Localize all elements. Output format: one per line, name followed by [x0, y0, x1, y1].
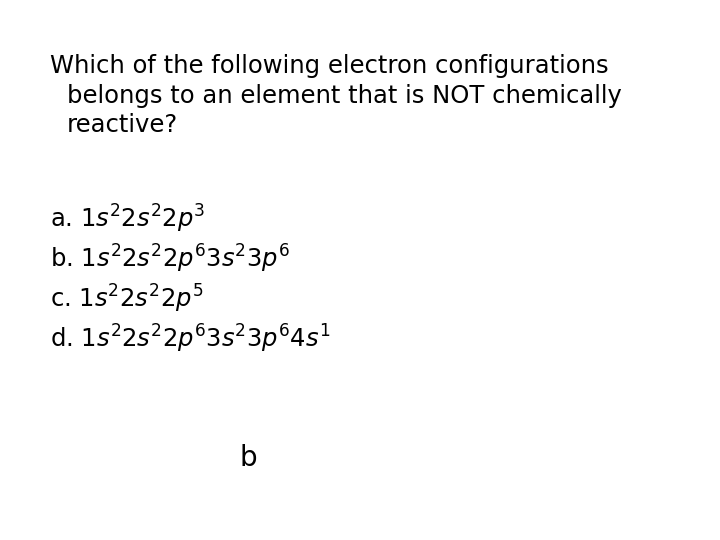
Text: a. $1s^{2}2s^{2}2p^{3}$: a. $1s^{2}2s^{2}2p^{3}$	[50, 203, 205, 235]
Text: reactive?: reactive?	[67, 113, 179, 137]
Text: b: b	[240, 444, 258, 472]
Text: c. $1s^{2}2s^{2}2p^{5}$: c. $1s^{2}2s^{2}2p^{5}$	[50, 283, 203, 315]
Text: Which of the following electron configurations: Which of the following electron configur…	[50, 54, 608, 78]
Text: d. $1s^{2}2s^{2}2p^{6}3s^{2}3p^{6}4s^{1}$: d. $1s^{2}2s^{2}2p^{6}3s^{2}3p^{6}4s^{1}…	[50, 323, 330, 355]
Text: b. $1s^{2}2s^{2}2p^{6}3s^{2}3p^{6}$: b. $1s^{2}2s^{2}2p^{6}3s^{2}3p^{6}$	[50, 243, 290, 275]
Text: belongs to an element that is NOT chemically: belongs to an element that is NOT chemic…	[67, 84, 622, 108]
